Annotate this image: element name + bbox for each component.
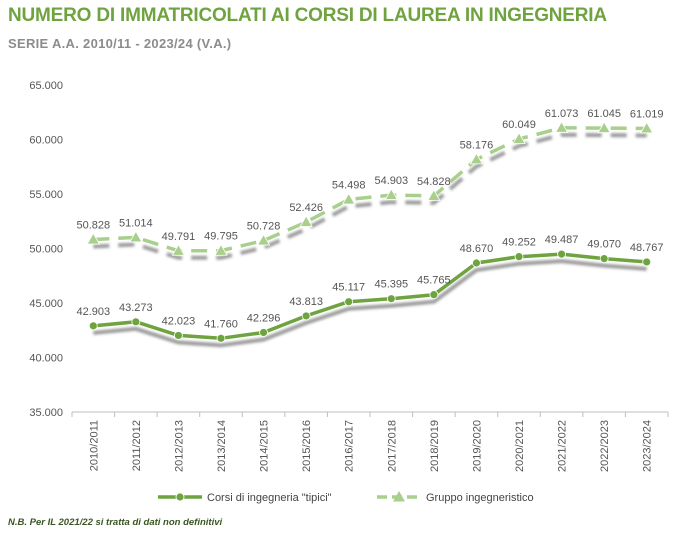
data-label: 43.813 xyxy=(289,296,323,308)
chart-subtitle: SERIE A.A. 2010/11 - 2023/24 (V.A.) xyxy=(8,36,232,51)
data-label: 61.019 xyxy=(630,108,664,120)
data-point xyxy=(597,121,611,134)
data-label: 50.728 xyxy=(247,221,281,233)
x-tick-label: 2021/2022 xyxy=(557,420,569,472)
data-point xyxy=(259,328,268,337)
data-point xyxy=(86,232,100,245)
series xyxy=(86,120,654,343)
legend: Corsi di ingegneria "tipici" Gruppo ingeg… xyxy=(158,491,534,504)
data-label: 43.273 xyxy=(119,302,153,314)
data-point xyxy=(642,257,652,267)
data-point xyxy=(171,243,186,256)
x-tick-label: 2022/2023 xyxy=(599,420,611,472)
legend-marker xyxy=(393,491,405,502)
data-label: 42.023 xyxy=(162,315,196,327)
data-label: 48.767 xyxy=(630,242,664,254)
legend-label: Corsi di ingegneria "tipici" xyxy=(207,492,332,504)
series-shadow xyxy=(93,132,647,260)
data-label: 45.765 xyxy=(417,275,451,287)
x-tick-label: 2010/2011 xyxy=(88,420,100,471)
data-label: 49.252 xyxy=(502,237,536,249)
data-label: 49.070 xyxy=(587,239,621,251)
x-tick-label: 2013/2014 xyxy=(216,420,228,472)
data-point xyxy=(512,132,526,144)
data-point xyxy=(386,294,396,304)
data-point xyxy=(554,120,569,133)
line-chart: 35.000 40.000 45.000 50.000 55.000 60.000 65.0… xyxy=(29,80,669,504)
data-point xyxy=(342,192,356,205)
data-point xyxy=(299,215,313,227)
x-tick-label: 2015/2016 xyxy=(301,420,313,472)
data-label: 42.903 xyxy=(76,306,110,318)
x-tick-label: 2023/2024 xyxy=(642,420,654,472)
data-point xyxy=(131,317,141,327)
data-point xyxy=(557,249,566,259)
x-tick-label: 2019/2020 xyxy=(471,420,483,472)
data-label: 61.073 xyxy=(545,108,579,120)
data-label: 49.795 xyxy=(204,231,238,243)
data-point xyxy=(514,252,524,262)
y-tick-label: 55.000 xyxy=(29,189,63,201)
y-tick-label: 50.000 xyxy=(29,244,63,256)
data-labels: 42.903 43.273 42.023 41.760 42.296 43.813 45.1… xyxy=(76,108,663,331)
data-label: 49.487 xyxy=(545,234,579,246)
y-tick-label: 45.000 xyxy=(29,298,63,310)
y-tick-label: 60.000 xyxy=(29,135,63,147)
axes: 35.000 40.000 45.000 50.000 55.000 60.000 65.0… xyxy=(29,80,669,472)
data-point xyxy=(256,233,271,246)
data-point xyxy=(344,297,354,307)
data-label: 50.828 xyxy=(76,219,110,231)
data-label: 54.903 xyxy=(374,175,408,187)
series-line xyxy=(93,252,647,341)
data-point xyxy=(174,331,183,340)
y-tick-label: 35.000 xyxy=(29,407,63,419)
x-tick-label: 2018/2019 xyxy=(429,420,441,472)
series-shadow xyxy=(93,259,647,348)
data-label: 51.014 xyxy=(119,217,153,229)
data-point xyxy=(599,254,609,264)
data-point xyxy=(469,152,484,165)
data-point xyxy=(88,321,98,331)
legend-marker xyxy=(175,492,185,502)
data-label: 60.049 xyxy=(502,119,536,131)
data-label: 42.296 xyxy=(247,312,281,324)
x-tick-label: 2014/2015 xyxy=(259,420,271,472)
data-label: 54.828 xyxy=(417,176,451,188)
series-line xyxy=(93,126,647,253)
data-point xyxy=(472,258,481,268)
data-point xyxy=(427,189,441,201)
data-point xyxy=(384,188,398,200)
footnote: N.B. Per IL 2021/22 si tratta di dati no… xyxy=(8,517,223,528)
data-label: 52.426 xyxy=(289,202,323,214)
data-point xyxy=(301,311,311,321)
data-label: 41.760 xyxy=(204,318,238,330)
data-point xyxy=(640,121,654,134)
series-shadows xyxy=(93,132,647,348)
x-tick-label: 2017/2018 xyxy=(386,420,398,472)
y-tick-label: 65.000 xyxy=(29,80,63,92)
x-tick-label: 2020/2021 xyxy=(514,420,526,472)
legend-label: Gruppo ingegneristico xyxy=(426,492,534,504)
x-tick-label: 2011/2012 xyxy=(131,420,143,471)
y-tick-label: 40.000 xyxy=(29,353,63,365)
data-label: 54.498 xyxy=(332,179,366,191)
x-tick-label: 2016/2017 xyxy=(344,420,356,472)
data-label: 45.117 xyxy=(332,282,365,294)
data-label: 49.791 xyxy=(162,231,196,243)
data-point xyxy=(214,243,228,256)
data-point xyxy=(129,230,143,243)
data-point xyxy=(429,290,439,300)
data-label: 61.045 xyxy=(587,108,621,120)
data-label: 48.670 xyxy=(460,243,494,255)
x-tick-label: 2012/2013 xyxy=(173,420,185,472)
data-label: 58.176 xyxy=(460,139,494,151)
data-point xyxy=(216,333,226,343)
data-label: 45.395 xyxy=(374,279,408,291)
chart-title: NUMERO DI IMMATRICOLATI AI CORSI DI LAUR… xyxy=(8,5,607,26)
